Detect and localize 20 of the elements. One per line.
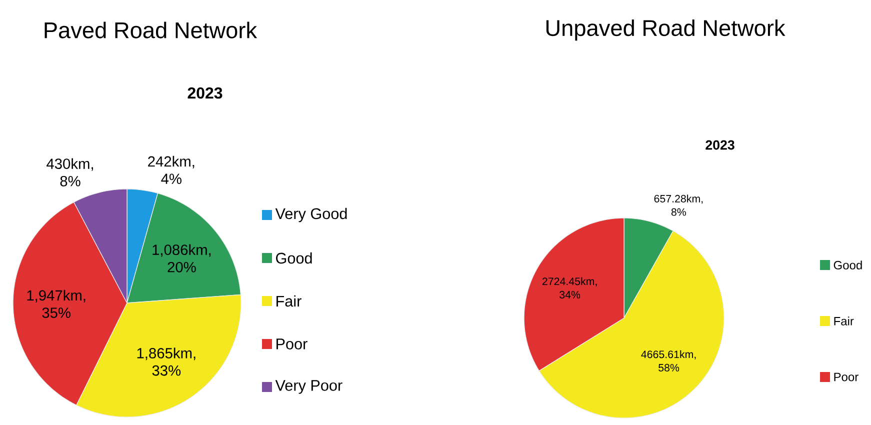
data-label: 4665.61km, 58% (641, 350, 696, 372)
data-label: 1,865km, 33% (137, 348, 196, 376)
data-label: 1,947km, 35% (27, 290, 86, 318)
legend-label: Poor (834, 372, 858, 382)
legend-label: Good (834, 260, 862, 270)
legend-label: Fair (276, 295, 302, 307)
chart-title: Paved Road Network (44, 22, 258, 38)
chart-title: Unpaved Road Network (546, 19, 786, 41)
legend-label: Very Poor (275, 380, 342, 394)
chart-subtitle: 2023 (706, 140, 734, 150)
legend-label: Poor (276, 338, 308, 350)
legend-label: Fair (834, 316, 854, 326)
legend-label: Very Good (275, 208, 347, 222)
data-label: 2724.45km, 34% (542, 277, 597, 298)
data-label: 1,086km, 20% (152, 244, 211, 272)
data-label: 242km, 4% (148, 156, 194, 184)
data-label: 657.28km, 8% (654, 194, 703, 216)
legend-label: Good (276, 252, 312, 264)
chart-subtitle: 2023 (188, 87, 222, 99)
data-label: 430km, 8% (46, 158, 93, 186)
